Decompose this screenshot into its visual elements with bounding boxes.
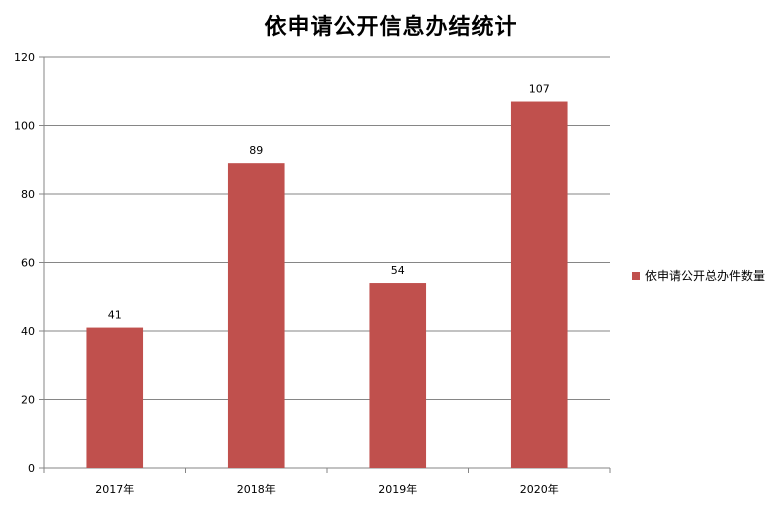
y-tick-label: 0 xyxy=(28,462,35,475)
x-tick-label: 2018年 xyxy=(237,482,276,496)
data-label: 107 xyxy=(529,83,550,96)
data-label: 41 xyxy=(108,309,122,322)
bar xyxy=(510,101,568,469)
legend: 依申请公开总办件数量 xyxy=(632,267,765,284)
y-tick-label: 100 xyxy=(14,120,35,133)
y-tick-label: 20 xyxy=(21,394,35,407)
bars xyxy=(86,101,568,469)
data-label: 89 xyxy=(249,144,263,157)
legend-label: 依申请公开总办件数量 xyxy=(645,269,766,283)
y-tick-label: 80 xyxy=(21,188,35,201)
chart-title: 依申请公开信息办结统计 xyxy=(264,14,518,40)
data-labels: 41 89 54 107 xyxy=(108,83,550,322)
x-tick-label: 2017年 xyxy=(95,482,134,496)
y-tick-labels: 0 20 40 60 80 100 120 xyxy=(14,51,35,475)
y-tick-label: 120 xyxy=(14,51,35,64)
bar xyxy=(369,283,427,468)
bar xyxy=(86,327,144,468)
legend-swatch xyxy=(632,271,640,280)
bar xyxy=(227,163,285,469)
data-label: 54 xyxy=(391,264,405,277)
y-tick-label: 40 xyxy=(21,325,35,338)
x-tick-labels: 2017年 2018年 2019年 2020年 xyxy=(95,482,559,496)
x-tick-label: 2019年 xyxy=(378,482,417,496)
x-tick-label: 2020年 xyxy=(520,482,559,496)
y-tick-label: 60 xyxy=(21,257,35,270)
